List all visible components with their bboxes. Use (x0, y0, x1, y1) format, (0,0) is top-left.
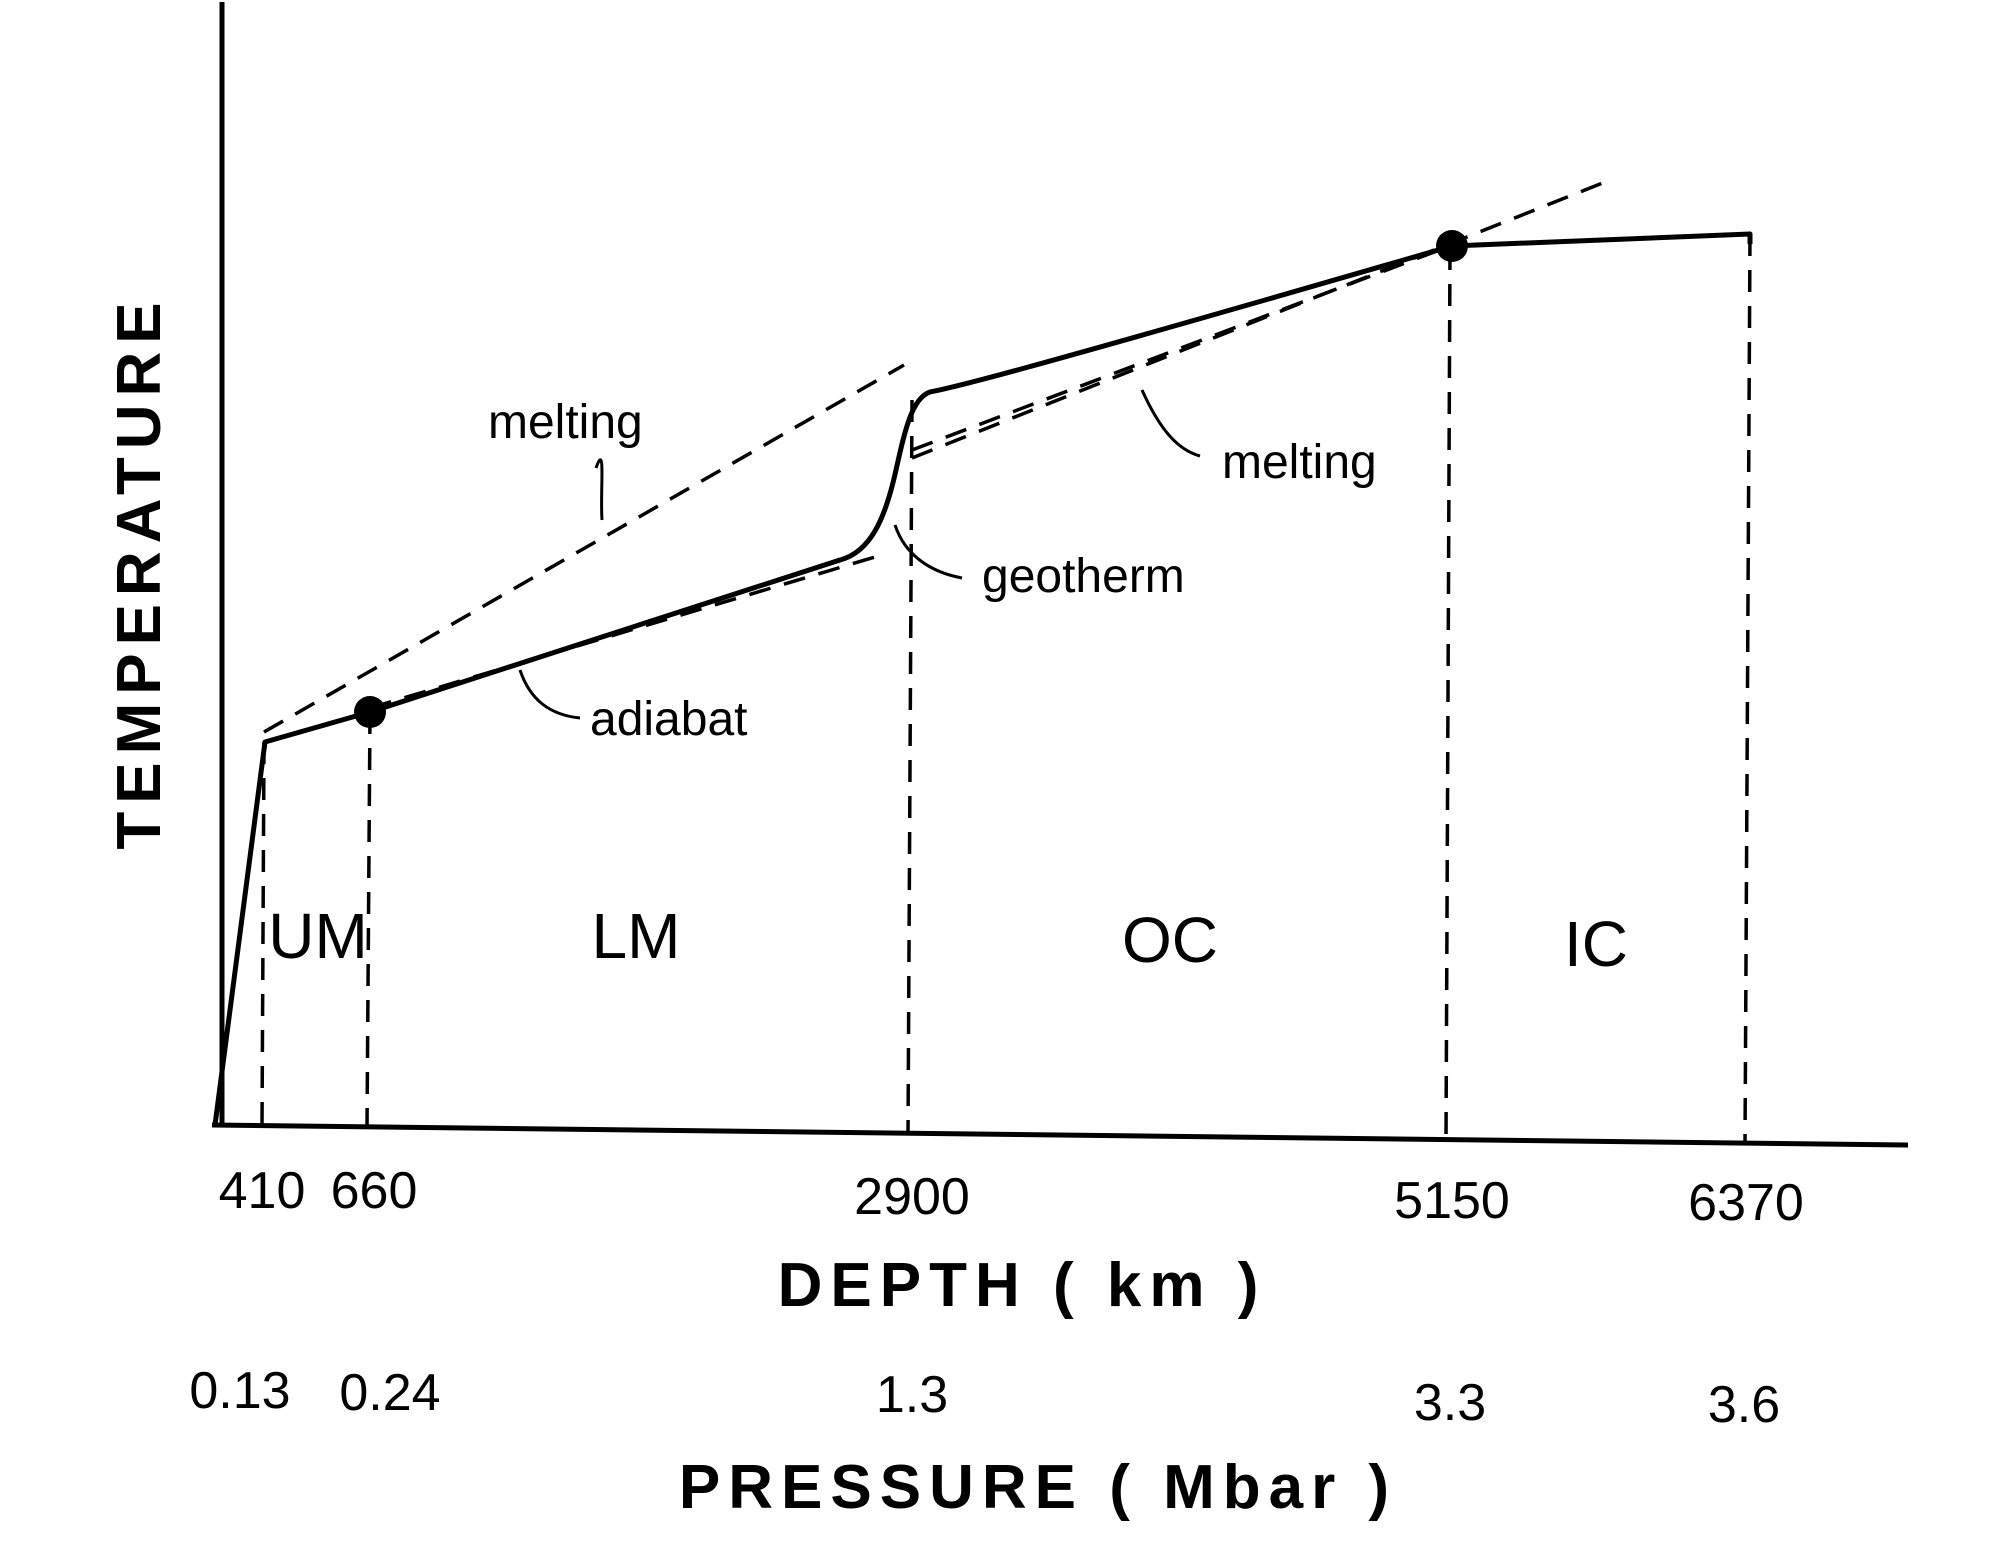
geotherm-leader (893, 524, 963, 580)
pressure-tick-0-24: 0.24 (339, 1364, 440, 1422)
pressure-tick-3-3: 3.3 (1414, 1374, 1486, 1432)
boundary-6370 (1743, 233, 1752, 1144)
pressure-axis-title: PRESSURE ( Mbar ) (679, 1453, 1397, 1522)
x-axis (211, 1122, 1909, 1148)
depth-tick-6370: 6370 (1688, 1174, 1804, 1232)
pressure-tick-1-3: 1.3 (876, 1366, 948, 1424)
depth-tick-5150: 5150 (1394, 1172, 1510, 1230)
pressure-tick-3-6: 3.6 (1708, 1376, 1780, 1434)
region-label-ic: IC (1564, 908, 1628, 980)
boundary-5150 (1444, 247, 1452, 1141)
pressure-tick-0-13: 0.13 (189, 1362, 290, 1420)
adiabat-curve-core (911, 244, 1451, 452)
boundary-410 (260, 741, 266, 1128)
depth-tick-410: 410 (219, 1162, 306, 1220)
adiabat-leader (518, 669, 581, 720)
boundary-2900 (906, 399, 914, 1135)
geotherm-curve (212, 231, 1753, 1126)
adiabat-label: adiabat (590, 693, 747, 746)
geotherm-label: geotherm (982, 550, 1185, 603)
melting-core-label: melting (1222, 436, 1377, 489)
transition-dot-660 (354, 696, 386, 728)
region-label-lm: LM (592, 900, 681, 972)
melting-curve-mantle (263, 363, 905, 734)
transition-dot-5150 (1436, 230, 1468, 262)
depth-tick-660: 660 (331, 1162, 418, 1220)
region-label-oc: OC (1122, 904, 1218, 976)
melting-mantle-leader (594, 458, 604, 521)
depth-axis-title: DEPTH ( km ) (778, 1251, 1267, 1320)
melting-mantle-label: melting (488, 396, 643, 449)
melting-core-leader (1140, 389, 1201, 458)
temperature-axis-title: TEMPERATURE (105, 294, 174, 849)
region-label-um: UM (268, 900, 368, 972)
depth-tick-2900: 2900 (854, 1168, 970, 1226)
